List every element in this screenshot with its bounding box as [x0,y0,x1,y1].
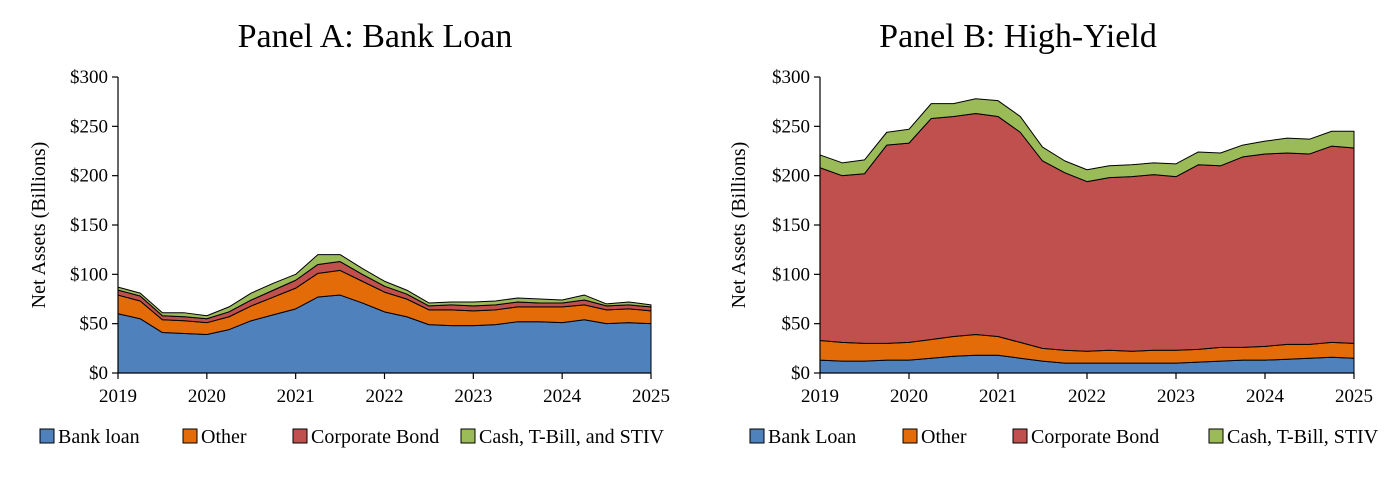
x-tick-label: 2021 [979,386,1017,407]
y-tick-label: $250 [772,116,810,137]
x-tick-label: 2021 [277,386,315,407]
y-axis-label: Net Assets (Billions) [28,142,50,309]
legend-swatch [292,428,308,444]
y-tick-label: $50 [80,314,109,335]
x-tick-label: 2024 [543,386,582,407]
y-tick-label: $150 [772,215,810,236]
x-tick-label: 2023 [1157,386,1195,407]
legend-label: Other [201,426,247,448]
y-tick-label: $200 [70,166,108,187]
legend-label: Cash, T-Bill, STIV [1227,426,1379,448]
legend-swatch [182,428,198,444]
legend-label: Cash, T-Bill, and STIV [479,426,665,448]
legend-label: Bank loan [58,426,140,448]
legend-swatch [749,428,765,444]
y-tick-label: $200 [772,166,810,187]
area-series-4 [117,254,652,320]
legend-swatch [902,428,918,444]
x-tick-label: 2020 [188,386,226,407]
x-tick-label: 2025 [632,386,670,407]
panel-b-chart: Panel B: High-Yield $0 $50 $100 $150 $200 $250… [728,18,1379,448]
legend-label: Bank Loan [768,426,856,448]
y-tick-label: $100 [772,264,810,285]
legend-label: Corporate Bond [1031,426,1159,448]
x-tick-label: 2023 [454,386,492,407]
y-tick-label: $50 [782,314,811,335]
x-tick-label: 2019 [99,386,137,407]
y-tick-label: $150 [70,215,108,236]
y-axis-label: Net Assets (Billions) [728,142,750,309]
y-tick-label: $0 [791,363,810,384]
panel-a-chart: Panel A: Bank Loan $0 $50 $100 $150 $200 $250 $… [28,18,670,448]
x-tick-label: 2022 [1068,386,1106,407]
x-tick-label: 2024 [1246,386,1285,407]
y-tick-label: $250 [70,116,108,137]
legend-swatch [1012,428,1028,444]
legend-swatch [460,428,476,444]
y-tick-label: $300 [70,67,108,88]
legend-swatch [39,428,55,444]
x-tick-label: 2025 [1335,386,1373,407]
x-tick-label: 2019 [801,386,839,407]
chart-title: Panel B: High-Yield [879,18,1157,55]
y-tick-label: $0 [89,363,108,384]
x-tick-label: 2020 [890,386,928,407]
x-tick-label: 2022 [366,386,404,407]
y-tick-label: $100 [70,264,108,285]
legend-swatch [1208,428,1224,444]
legend-label: Corporate Bond [311,426,439,448]
y-tick-label: $300 [772,67,810,88]
legend-label: Other [921,426,967,448]
area-series-4 [819,98,1355,183]
chart-title: Panel A: Bank Loan [238,18,513,55]
